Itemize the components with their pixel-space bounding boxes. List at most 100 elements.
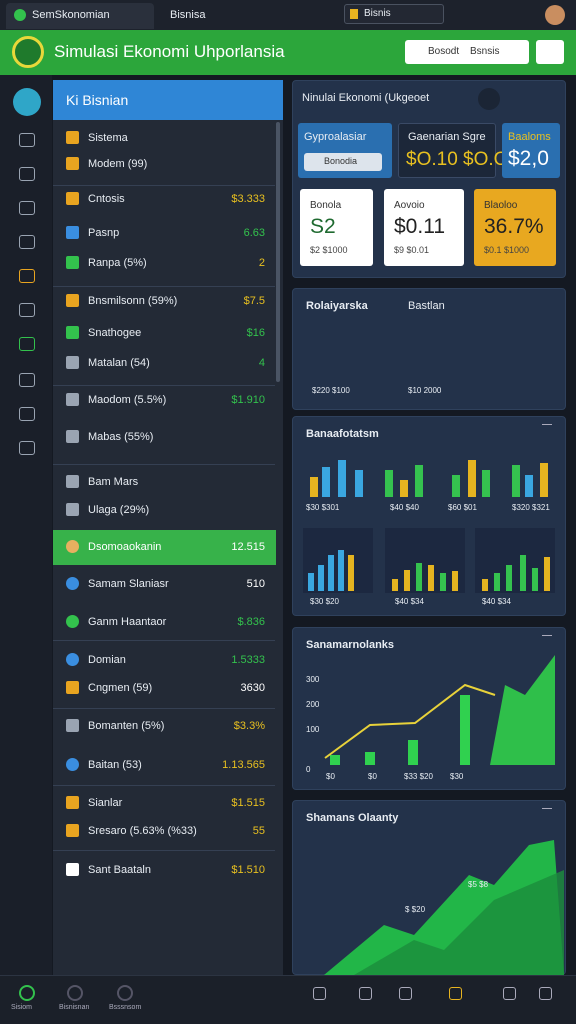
chart-label: $220 $100 — [312, 386, 350, 395]
close-icon — [542, 424, 552, 434]
nav-label: Sisiom — [11, 1004, 33, 1011]
address-bar — [344, 4, 444, 24]
chart-label: $30 — [450, 772, 464, 781]
card-button[interactable] — [304, 153, 382, 171]
divider — [53, 185, 275, 186]
list-item-name: Cntosis — [88, 193, 125, 205]
chart-label: $320 $321 — [512, 503, 550, 512]
sidebar-icon — [19, 337, 35, 351]
card-label: Gyproalasiar — [304, 131, 367, 143]
chart-label: $0 — [368, 772, 377, 781]
nav-icon — [67, 985, 83, 1001]
list-item-value: 55 — [252, 825, 265, 837]
list-item-icon — [66, 131, 79, 144]
kpi-card — [474, 189, 556, 266]
list-item-name: Baitan (53) — [88, 759, 142, 771]
card-label: Baaloms — [508, 131, 551, 143]
list-item-icon — [66, 719, 79, 732]
divider — [53, 850, 275, 851]
list-title: Ki Bisnian — [66, 92, 129, 108]
sidebar-icon — [19, 133, 35, 147]
bottom-nav — [0, 975, 576, 1024]
nav-label: Bsssnsom — [109, 1004, 142, 1011]
select-prefix: Bosodt — [428, 46, 460, 57]
list-item-value: 2 — [258, 257, 265, 269]
sidebar — [0, 75, 52, 975]
nav-action — [449, 987, 462, 1000]
panel-subtitle: Bastlan — [408, 300, 445, 312]
list-item-name: Pasnp — [88, 227, 120, 239]
tab-icon — [14, 9, 26, 21]
list-item-value: $3.3% — [233, 720, 265, 732]
chart-label: $30 $301 — [306, 503, 340, 512]
card-value: $O.10 $O.O1 — [406, 149, 520, 170]
kpi-sub: $2 $1000 — [310, 245, 348, 255]
kpi-sub: $9 $0.01 — [394, 245, 430, 255]
list-item-icon — [66, 758, 79, 771]
overview-title: Ninulai Ekonomi (Ukgeoet — [302, 92, 430, 104]
list-item-icon — [66, 226, 79, 239]
list-item-value: $1.910 — [231, 394, 265, 406]
divider — [53, 640, 275, 641]
list-item-name: Bam Mars — [88, 476, 139, 488]
list-item-value: 6.63 — [243, 227, 265, 239]
list-item-icon — [66, 540, 79, 553]
list-item-name: Bomanten (5%) — [88, 720, 165, 732]
select[interactable] — [405, 40, 529, 64]
divider — [53, 464, 275, 465]
list-item-icon — [66, 577, 79, 590]
sidebar-icon — [19, 441, 35, 455]
list-item-name: Sistema — [88, 132, 128, 144]
axis-label: 0 — [306, 765, 311, 774]
list-item-value: 3630 — [240, 682, 265, 694]
chart-label: $5 $8 — [468, 880, 489, 889]
card-label: Gaenarian Sgre — [408, 131, 486, 143]
card-button-text: Bonodia — [324, 156, 358, 166]
menu-button — [12, 36, 44, 68]
list-item-icon — [66, 503, 79, 516]
sidebar-icon — [19, 303, 35, 317]
panel-title: Banaafotatsm — [306, 428, 379, 440]
kpi-label: Aovoio — [394, 200, 425, 211]
lock-icon — [350, 9, 358, 19]
list-item-value: 4 — [258, 357, 265, 369]
kpi-value: 36.7% — [484, 215, 544, 238]
list-item-name: Snathogee — [88, 327, 142, 339]
list-item-value: $7.5 — [243, 295, 265, 307]
scrollbar — [276, 122, 280, 382]
search-button — [478, 88, 500, 110]
list-item-name: Dsomoaokanin — [88, 541, 162, 553]
chart-label: $40 $34 — [482, 597, 511, 606]
list-item-name: Domian — [88, 654, 126, 666]
chart-label: $40 $34 — [395, 597, 424, 606]
chart-label: $10 2000 — [408, 386, 442, 395]
list-item-name: Ranpa (5%) — [88, 257, 147, 269]
chart-label: $ $20 — [405, 905, 426, 914]
list-item-name: Sant Baataln — [88, 864, 151, 876]
nav-action — [399, 987, 412, 1000]
chart-panel — [292, 288, 566, 410]
list-item-name: Maodom (5.5%) — [88, 394, 167, 406]
card — [502, 123, 560, 178]
axis-label: 100 — [306, 725, 320, 734]
nav-icon — [117, 985, 133, 1001]
sidebar-avatar — [13, 88, 41, 116]
close-icon — [542, 635, 552, 645]
sidebar-icon — [19, 269, 35, 283]
list-item-value: 1.13.565 — [222, 759, 265, 771]
chart-label: $40 $40 — [390, 503, 419, 512]
list-item-icon — [66, 157, 79, 170]
kpi-card — [300, 189, 373, 266]
divider — [53, 708, 275, 709]
list-item-icon — [66, 475, 79, 488]
combo-chart — [324, 655, 555, 765]
sidebar-icon — [19, 373, 35, 387]
card-value: $2,0 — [508, 147, 549, 170]
axis-label: 200 — [306, 700, 320, 709]
kpi-sub: $0.1 $1000 — [484, 245, 530, 255]
nav-icon — [19, 985, 35, 1001]
list-item-icon — [66, 430, 79, 443]
list-item-value: 1.5333 — [231, 654, 265, 666]
